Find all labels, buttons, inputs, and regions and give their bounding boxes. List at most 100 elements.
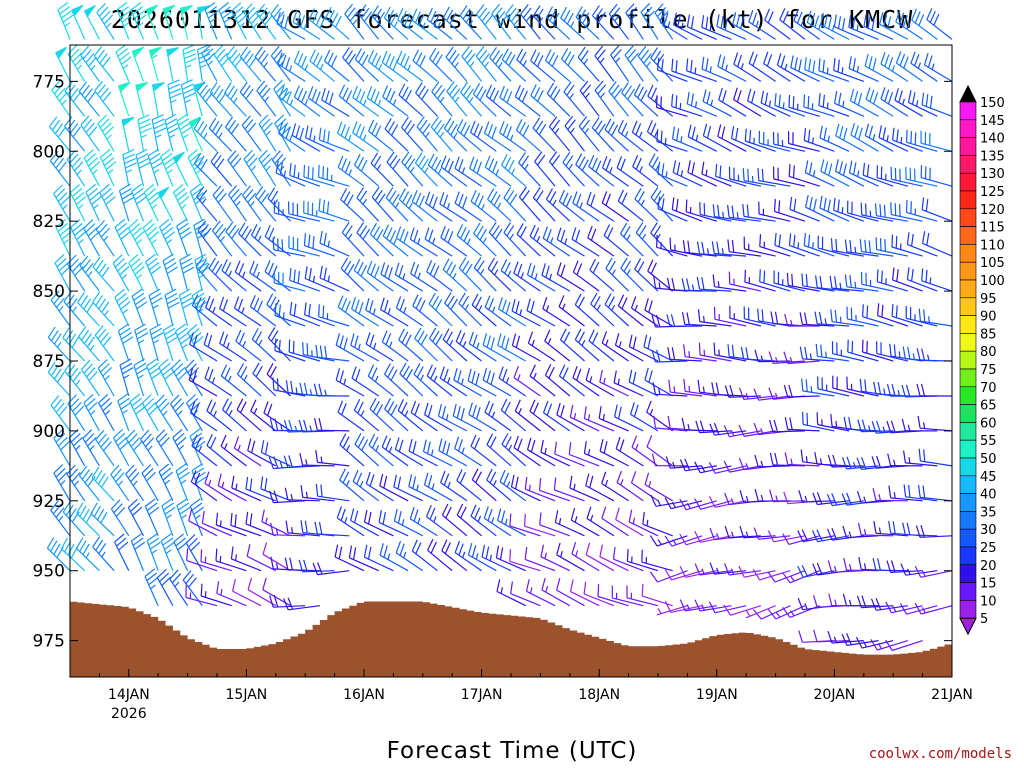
- y-tick-label: 825: [33, 212, 65, 232]
- wind-barb: [848, 56, 879, 82]
- wind-barb: [743, 236, 776, 257]
- wind-barb: [619, 222, 644, 257]
- wind-barb: [495, 545, 526, 572]
- wind-barb: [277, 121, 306, 152]
- colorbar-label: 120: [980, 203, 1005, 218]
- wind-barb: [571, 542, 600, 572]
- wind-barb: [147, 148, 164, 187]
- wind-barb: [857, 522, 894, 537]
- colorbar-swatch: [959, 528, 977, 548]
- wind-barb: [489, 46, 512, 82]
- wind-barb: [646, 120, 674, 152]
- wind-barb: [650, 494, 688, 507]
- wind-barb: [588, 154, 615, 187]
- wind-barb: [905, 306, 938, 327]
- colorbar-bottom-arrow: [959, 617, 977, 636]
- wind-barb: [217, 473, 247, 502]
- wind-barb: [786, 273, 820, 292]
- wind-barb: [542, 297, 571, 327]
- y-tick-label: 900: [33, 422, 65, 442]
- wind-barb: [847, 339, 879, 362]
- wind-barb: [394, 262, 424, 292]
- wind-barb: [228, 185, 247, 222]
- wind-barb: [594, 80, 615, 117]
- wind-barb: [191, 434, 218, 467]
- credit-link[interactable]: coolwx.com/models: [869, 746, 1012, 762]
- wind-barb: [518, 186, 541, 222]
- wind-barb: [195, 256, 218, 292]
- wind-barb: [754, 349, 791, 363]
- wind-barb: [864, 53, 894, 82]
- wind-barb: [454, 540, 482, 572]
- wind-barb: [556, 262, 585, 292]
- wind-barb: [201, 44, 218, 82]
- wind-barb: [411, 8, 438, 40]
- wind-barb: [666, 314, 703, 328]
- wind-barb: [382, 85, 409, 117]
- wind-barb: [71, 4, 86, 40]
- wind-barb: [50, 500, 71, 537]
- wind-barb: [681, 417, 717, 432]
- colorbar-label: 130: [980, 167, 1005, 182]
- wind-barb: [212, 185, 233, 222]
- wind-barb: [205, 295, 233, 327]
- wind-barb: [787, 131, 820, 152]
- wind-barb: [482, 368, 512, 397]
- wind-barb: [145, 4, 159, 40]
- wind-barb: [158, 218, 176, 257]
- wind-barb: [760, 90, 791, 117]
- wind-barb: [424, 227, 453, 257]
- wind-barb: [148, 46, 162, 82]
- wind-barb: [617, 189, 644, 222]
- wind-barb: [905, 199, 938, 222]
- wind-barb: [383, 363, 409, 397]
- colorbar: 5 10 15 20 25 30 35 40 45 50 55 60 65 70 75 80 85 90 95 100…: [959, 84, 1005, 636]
- wind-barb: [411, 189, 438, 222]
- wind-barb: [738, 424, 776, 437]
- wind-barb: [60, 537, 86, 572]
- wind-barb: [860, 271, 894, 292]
- wind-barb: [431, 81, 453, 117]
- colorbar-label: 75: [980, 363, 997, 378]
- colorbar-label: 140: [980, 132, 1005, 147]
- wind-barb: [544, 329, 571, 362]
- wind-barb: [93, 46, 115, 82]
- wind-barb: [260, 440, 291, 467]
- wind-barb: [843, 416, 879, 432]
- wind-barb: [814, 451, 850, 467]
- wind-barb: [615, 507, 644, 537]
- wind-barb: [556, 542, 585, 572]
- wind-barb: [679, 533, 717, 546]
- wind-barb: [813, 629, 850, 643]
- wind-barb: [414, 327, 438, 362]
- colorbar-label: 5: [980, 612, 988, 627]
- wind-barb: [483, 121, 512, 152]
- wind-barb: [385, 187, 409, 222]
- wind-barb: [554, 441, 585, 467]
- wind-barb: [921, 197, 953, 222]
- wind-barb: [569, 404, 600, 432]
- wind-barb: [131, 288, 148, 327]
- wind-barb: [846, 376, 879, 397]
- wind-barb: [915, 525, 953, 538]
- wind-barb: [614, 404, 644, 432]
- x-tick-label: 21JAN: [931, 687, 973, 703]
- wind-barb: [818, 58, 850, 82]
- wind-barb: [47, 361, 71, 397]
- wind-barb: [701, 56, 732, 82]
- wind-barb: [611, 585, 644, 607]
- wind-barb: [878, 125, 909, 152]
- wind-barb: [900, 563, 938, 576]
- wind-barb: [80, 115, 100, 152]
- wind-barb: [131, 46, 145, 82]
- wind-barb: [560, 6, 585, 40]
- y-tick-label: 800: [33, 142, 65, 162]
- wind-barb: [774, 232, 806, 257]
- wind-barb: [830, 238, 864, 257]
- wind-barb: [753, 605, 791, 620]
- colorbar-swatch: [959, 564, 977, 583]
- wind-barb: [686, 91, 718, 117]
- wind-barb: [697, 309, 732, 327]
- wind-barb: [510, 581, 541, 607]
- wind-barb: [834, 90, 865, 117]
